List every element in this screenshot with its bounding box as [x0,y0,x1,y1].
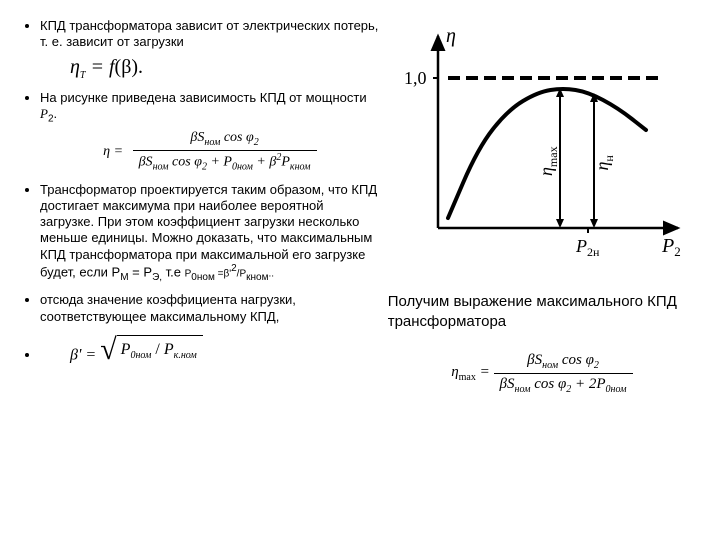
b3-eq2: =β' [215,268,231,279]
svg-text:P2: P2 [661,235,681,259]
formula-efficiency-full: η = βSном cos φ2 βSном cos φ2 + P0ном + … [40,130,380,173]
eq3-a: P [121,341,131,358]
eqR-den-a: βS [500,376,515,392]
svg-text:ηmax: ηmax [536,146,560,176]
efficiency-graph: η 1,0 ηmax ηн P2н P2 [388,18,688,278]
eq3-a-sub: 0ном [130,350,151,361]
b3-div: /P [237,268,246,279]
eq1-eq: = [85,56,109,78]
b3-eq: = P [129,264,153,279]
formula-eta-max: ηmax = βSном cos φ2 βSном cos φ2 + 2P0но… [388,351,696,396]
bullet-2-text-a: На рисунке приведена зависимость КПД от … [40,90,367,105]
eq2-den-pksub: кном [290,162,311,173]
bullet-2: На рисунке приведена зависимость КПД от … [40,90,380,174]
eq2-num-bs: βS [190,130,204,145]
eq3-b-sub: к.ном [174,350,197,361]
eqR-lhs-sub: max [459,372,476,383]
eq3-b: P [164,341,174,358]
right-column: η1,0ηmaxηнP2нP2 Получим выражение максим… [380,18,696,532]
eq1-eta: η [70,56,80,78]
eqR-num-cos-sub: 2 [594,360,599,371]
bullet-4-text: отсюда значение коэффициента нагрузки, с… [40,292,296,323]
eq2-den-p0sub: 0ном [232,162,253,173]
eq2-den-plus1: + P [207,155,232,170]
eq3-mid: / [151,341,163,358]
eqR-num-cos: cos φ [558,352,594,368]
eqR-num-a: βS [527,352,542,368]
eqR-num-sub: ном [542,360,558,371]
svg-text:ηн: ηн [592,155,616,171]
b3-pksub: кном [246,272,268,283]
eqR-den-sub: ном [514,384,530,395]
eq2-num-cos-sub: 2 [254,137,259,148]
svg-text:P2н: P2н [575,236,600,259]
eqR-den-cos: cos φ [530,376,566,392]
eqR-eq: = [476,364,494,380]
b3-e: Э, [152,272,162,283]
bullet-5: β' = √ P0ном / Pк.ном [40,335,380,365]
eqR-den-plus: + 2P [571,376,605,392]
graph-caption: Получим выражение максимального КПД тран… [388,292,696,333]
b3-dot: .. [268,268,274,279]
eq3-sqrt: √ P0ном / Pк.ном [100,335,203,365]
eq2-den-cos: cos φ [169,155,202,170]
formula-beta-prime: β' = √ P0ном / Pк.ном [70,335,380,365]
eq2-den-sub: ном [153,162,169,173]
svg-text:η: η [446,25,456,47]
eq2-frac: βSном cos φ2 βSном cos φ2 + P0ном + β2Pк… [133,130,317,173]
eqR-lhs: η [451,364,458,380]
eq2-den-pk: P [281,155,290,170]
bullet-4: отсюда значение коэффициента нагрузки, с… [40,292,380,325]
bullet-3: Трансформатор проектируется таким образо… [40,182,380,285]
eq1-arg: (β). [115,56,144,78]
bullet-1-text: КПД трансформатора зависит от электричес… [40,18,378,49]
svg-text:1,0: 1,0 [404,68,427,88]
b3-tail1: т.е [162,264,185,279]
eq2-num-cos: cos φ [220,130,253,145]
formula-eta-of-beta: ηT = f(β). [70,55,380,83]
b3-p0sub: 0ном [191,272,215,283]
eq2-lhs: η = [103,144,123,159]
eq2-den-bs: βS [139,155,153,170]
bullet-list: КПД трансформатора зависит от электричес… [24,18,380,365]
b3-m: М [120,272,128,283]
eq2-num-sub: ном [204,137,220,148]
eq2-den-plus2: + β [253,155,276,170]
eqR-den-p0sub: 0ном [606,384,627,395]
eqR-frac: βSном cos φ2 βSном cos φ2 + 2P0ном [494,351,633,396]
bullet-2-p: P [40,106,48,121]
bullet-3-main: Трансформатор проектируется таким образо… [40,182,377,280]
left-column: КПД трансформатора зависит от электричес… [24,18,380,532]
bullet-2-dot: . [54,106,58,121]
bullet-1: КПД трансформатора зависит от электричес… [40,18,380,82]
eq3-lhs: β' = [70,346,100,363]
